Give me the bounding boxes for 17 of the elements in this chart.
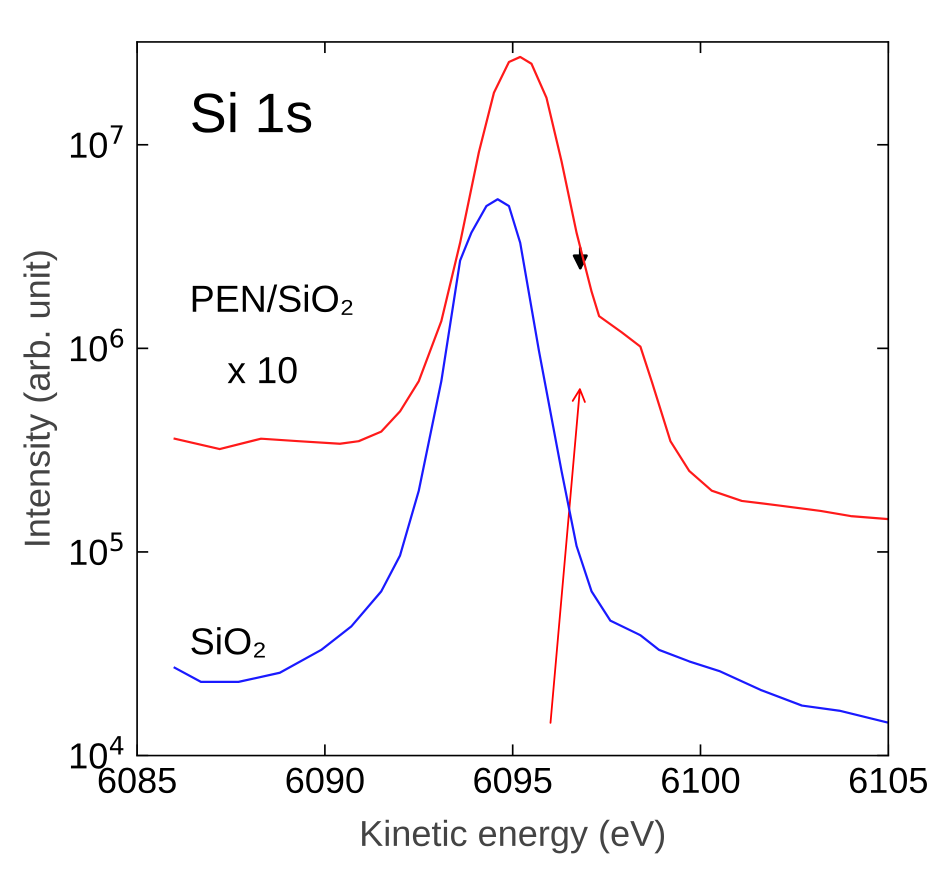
x-tick-label: 6085 xyxy=(98,768,176,794)
annotation: PEN/SiO₂ xyxy=(192,284,352,315)
annotation: x 10 xyxy=(228,356,297,384)
y-tick-label: 10$^{4}$ xyxy=(70,736,124,769)
x-tick-label: 6090 xyxy=(286,768,364,794)
x-tick-label: 6095 xyxy=(474,768,552,794)
annotation: SiO₂ xyxy=(191,627,265,658)
x-axis-title: Kinetic energy (eV) xyxy=(362,820,664,854)
line-series xyxy=(174,198,888,724)
y-tick-label: 10$^{6}$ xyxy=(70,328,124,362)
x-tick-label: 6105 xyxy=(850,768,927,794)
y-tick-label: 10$^{5}$ xyxy=(70,532,123,566)
y-tick-label: 10$^{7}$ xyxy=(70,125,123,158)
annotation: Si 1s xyxy=(192,92,312,133)
y-axis-title: Intensity (arb. unit) xyxy=(23,251,58,545)
x-tick-label: 6100 xyxy=(662,768,740,794)
line-series xyxy=(174,56,888,520)
